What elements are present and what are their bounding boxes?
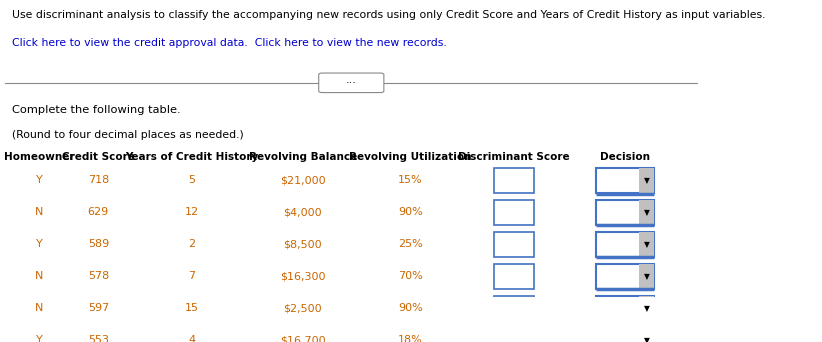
Text: 5: 5 [188,175,196,185]
Text: Y: Y [36,175,43,185]
Text: 70%: 70% [398,272,423,281]
Text: 90%: 90% [398,208,423,218]
Text: Credit Score: Credit Score [62,153,135,162]
FancyBboxPatch shape [494,296,534,320]
Text: (Round to four decimal places as needed.): (Round to four decimal places as needed.… [12,130,243,140]
Text: $4,000: $4,000 [284,208,322,218]
FancyBboxPatch shape [494,168,534,193]
FancyBboxPatch shape [640,168,654,193]
Text: Y: Y [36,239,43,249]
Text: 15: 15 [185,303,199,313]
Text: ▼: ▼ [644,272,650,281]
Text: 629: 629 [88,208,109,218]
Text: 718: 718 [88,175,109,185]
FancyBboxPatch shape [494,264,534,289]
FancyBboxPatch shape [319,73,384,93]
FancyBboxPatch shape [596,200,654,225]
Text: Homeowner: Homeowner [4,153,75,162]
FancyBboxPatch shape [596,232,654,256]
FancyBboxPatch shape [596,168,654,193]
Text: $21,000: $21,000 [280,175,326,185]
FancyBboxPatch shape [640,264,654,289]
Text: Revolving Balance: Revolving Balance [248,153,357,162]
Text: $16,700: $16,700 [280,336,326,342]
Text: 578: 578 [88,272,109,281]
FancyBboxPatch shape [494,200,534,225]
Text: 4: 4 [188,336,196,342]
Text: 18%: 18% [398,336,423,342]
FancyBboxPatch shape [640,328,654,342]
Text: ▼: ▼ [644,336,650,342]
Text: N: N [35,303,44,313]
Text: 90%: 90% [398,303,423,313]
Text: 553: 553 [88,336,109,342]
Text: $8,500: $8,500 [284,239,322,249]
FancyBboxPatch shape [494,232,534,256]
Text: N: N [35,272,44,281]
FancyBboxPatch shape [640,200,654,225]
FancyBboxPatch shape [596,296,654,320]
Text: Decision: Decision [600,153,650,162]
Text: Complete the following table.: Complete the following table. [12,105,180,115]
Text: $2,500: $2,500 [284,303,322,313]
Text: 589: 589 [88,239,109,249]
Text: N: N [35,208,44,218]
Text: Y: Y [36,336,43,342]
FancyBboxPatch shape [640,232,654,256]
FancyBboxPatch shape [494,328,534,342]
Text: ▼: ▼ [644,176,650,185]
FancyBboxPatch shape [640,296,654,320]
Text: Click here to view the credit approval data.  Click here to view the new records: Click here to view the credit approval d… [12,38,446,49]
Text: $16,300: $16,300 [280,272,326,281]
Text: 12: 12 [185,208,199,218]
Text: ▼: ▼ [644,304,650,313]
Text: ▼: ▼ [644,240,650,249]
Text: 2: 2 [188,239,196,249]
Text: 25%: 25% [398,239,423,249]
Text: ▼: ▼ [644,208,650,217]
Text: Discriminant Score: Discriminant Score [459,153,570,162]
FancyBboxPatch shape [596,328,654,342]
Text: ···: ··· [346,78,357,88]
FancyBboxPatch shape [596,264,654,289]
Text: 15%: 15% [398,175,423,185]
Text: 597: 597 [88,303,109,313]
Text: Years of Credit History: Years of Credit History [125,153,259,162]
Text: Revolving Utilization: Revolving Utilization [349,153,472,162]
Text: 7: 7 [188,272,196,281]
Text: Use discriminant analysis to classify the accompanying new records using only Cr: Use discriminant analysis to classify th… [12,10,765,20]
